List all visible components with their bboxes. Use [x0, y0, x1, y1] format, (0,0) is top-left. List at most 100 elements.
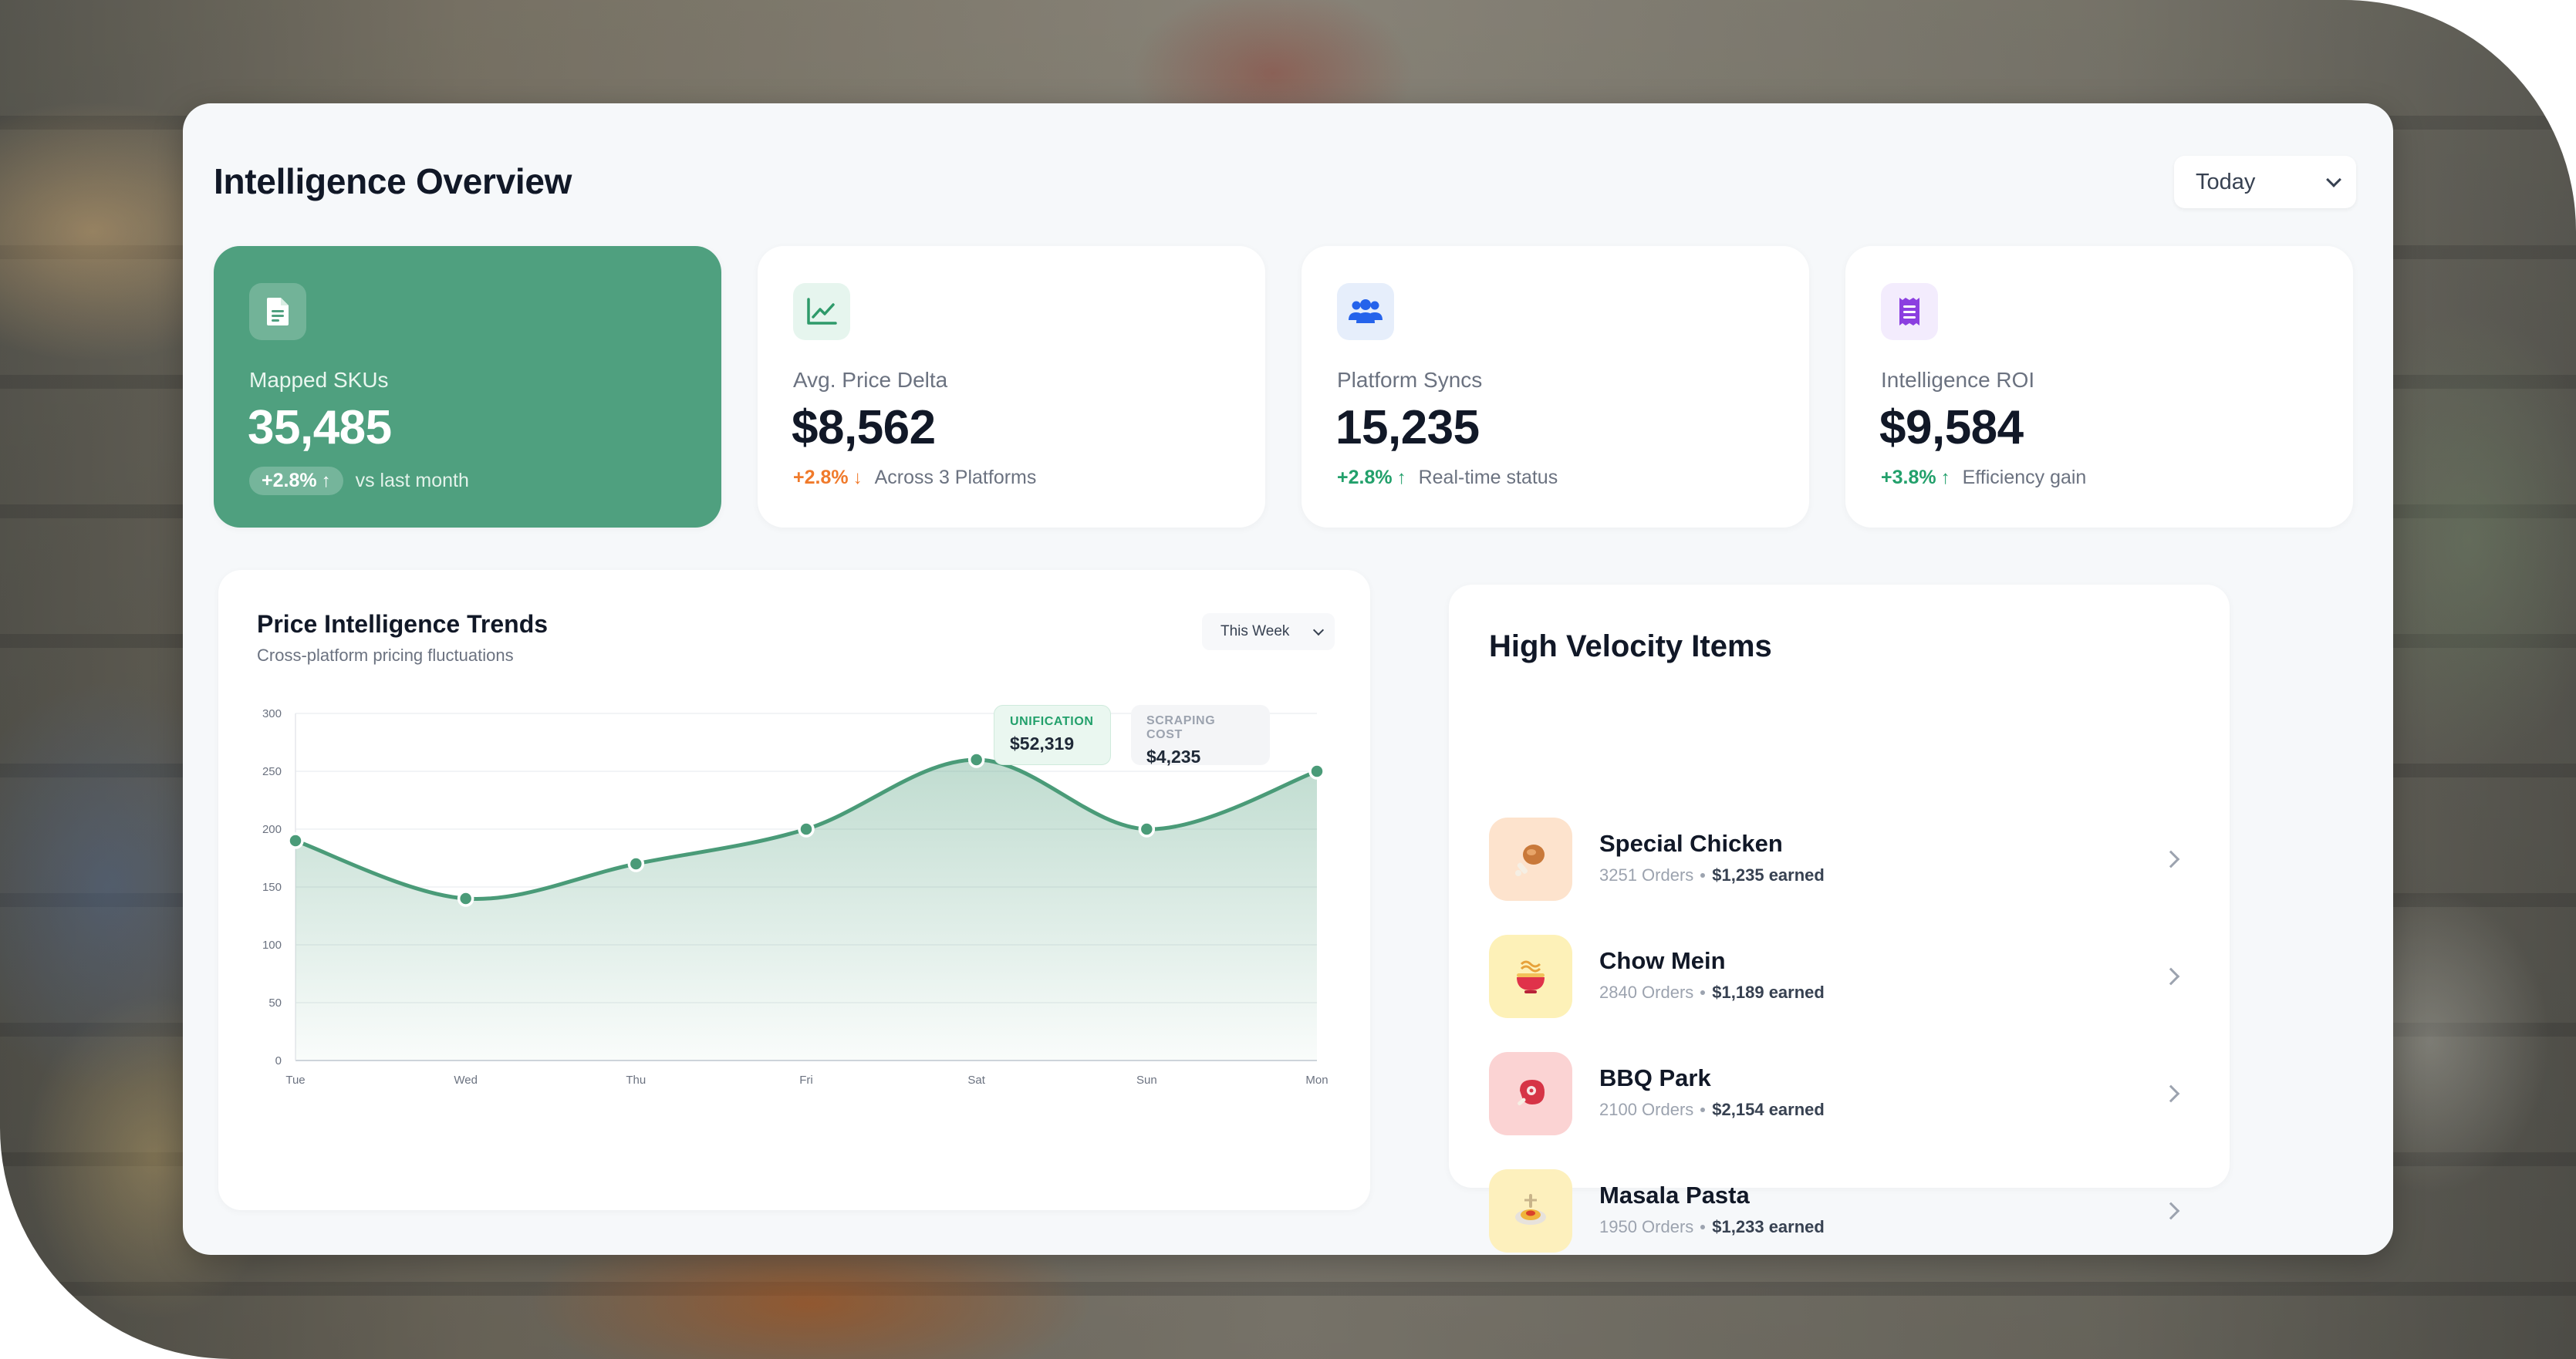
- y-tick-label: 250: [262, 765, 282, 778]
- tooltip-scraping-cost: SCRAPING COST $4,235: [1131, 705, 1270, 767]
- stat-change-badge: +2.8% ↑: [1337, 467, 1406, 489]
- chevron-right-icon[interactable]: [2162, 967, 2180, 986]
- item-name: BBQ Park: [1599, 1064, 1711, 1091]
- stat-value: 15,235: [1335, 401, 1480, 454]
- noodle-bowl-icon: [1489, 935, 1572, 1018]
- period-select-value: Today: [2196, 169, 2256, 194]
- item-orders: 1950 Orders: [1599, 1217, 1694, 1236]
- data-point: [1308, 763, 1325, 780]
- item-name: Special Chicken: [1599, 830, 1783, 857]
- users-icon: [1337, 283, 1394, 340]
- tooltip-label: UNIFICATION: [1010, 715, 1094, 728]
- stat-change-badge: +2.8% ↓: [793, 467, 863, 489]
- stat-value: 35,485: [248, 401, 392, 454]
- item-orders: 3251 Orders: [1599, 865, 1694, 885]
- item-orders: 2840 Orders: [1599, 983, 1694, 1002]
- chevron-down-icon: [2326, 172, 2341, 187]
- chevron-right-icon[interactable]: [2162, 1202, 2180, 1220]
- chevron-right-icon[interactable]: [2162, 850, 2180, 868]
- stat-card-intelligence-roi[interactable]: Intelligence ROI $9,584 +3.8% ↑ Efficien…: [1845, 246, 2353, 528]
- y-tick-label: 0: [275, 1054, 282, 1067]
- high-velocity-card: High Velocity Items Special Chicken 3251…: [1449, 585, 2230, 1253]
- x-tick-label: Sun: [1136, 1074, 1157, 1087]
- y-tick-label: 300: [262, 707, 282, 720]
- item-earned: $1,189 earned: [1712, 983, 1825, 1002]
- data-point: [627, 855, 645, 872]
- arrow-down-icon: ↓: [852, 467, 863, 488]
- stat-label: Mapped SKUs: [249, 368, 389, 392]
- stat-note: Efficiency gain: [1962, 467, 2087, 488]
- x-tick-label: Tue: [285, 1074, 305, 1087]
- drumstick-icon: [1489, 818, 1572, 901]
- dashboard-panel: Intelligence Overview Today Mapped SKUs …: [183, 103, 2393, 1255]
- stat-change-badge: +2.8% ↑: [249, 467, 343, 495]
- y-tick-label: 150: [262, 881, 282, 894]
- stat-change-value: +3.8%: [1881, 467, 1936, 488]
- arrow-up-icon: ↑: [321, 470, 331, 491]
- stat-change-value: +2.8%: [1337, 467, 1393, 488]
- separator-dot: [1700, 990, 1706, 995]
- stat-note: Across 3 Platforms: [874, 467, 1037, 488]
- tooltip-value: $4,235: [1146, 747, 1201, 767]
- stat-note: vs last month: [355, 470, 469, 491]
- page-title: Intelligence Overview: [214, 161, 572, 201]
- x-tick-label: Mon: [1305, 1074, 1328, 1087]
- separator-dot: [1700, 1225, 1706, 1229]
- stat-value: $9,584: [1879, 401, 2024, 454]
- receipt-icon: [1881, 283, 1938, 340]
- price-trends-chart: 0 50 100 150 200 250 300 Tue Wed Thu Fri Sat Sun Mon: [262, 707, 1329, 1087]
- chart-period-select[interactable]: This Week: [1202, 613, 1335, 650]
- pasta-plate-icon: [1489, 1169, 1572, 1253]
- item-orders: 2100 Orders: [1599, 1100, 1694, 1119]
- item-earned: $1,233 earned: [1712, 1217, 1825, 1236]
- list-item-special-chicken[interactable]: Special Chicken 3251 Orders $1,235 earne…: [1489, 818, 2191, 902]
- y-tick-label: 50: [268, 996, 282, 1010]
- stat-change-value: +2.8%: [262, 470, 317, 491]
- data-point: [287, 832, 304, 849]
- stat-label: Platform Syncs: [1337, 368, 1483, 392]
- chart-period-value: This Week: [1220, 623, 1290, 639]
- item-earned: $2,154 earned: [1712, 1100, 1825, 1119]
- meat-icon: [1489, 1052, 1572, 1135]
- stat-change-badge: +3.8% ↑: [1881, 467, 1950, 489]
- separator-dot: [1700, 873, 1706, 878]
- item-name: Masala Pasta: [1599, 1182, 1750, 1209]
- chart-subtitle: Cross-platform pricing fluctuations: [257, 646, 514, 665]
- stat-label: Intelligence ROI: [1881, 368, 2035, 392]
- stat-note: Real-time status: [1418, 467, 1558, 488]
- section-title: High Velocity Items: [1489, 629, 1772, 663]
- y-tick-label: 100: [262, 939, 282, 952]
- series-area: [295, 760, 1317, 1061]
- stat-card-platform-syncs[interactable]: Platform Syncs 15,235 +2.8% ↑ Real-time …: [1302, 246, 1809, 528]
- separator-dot: [1700, 1108, 1706, 1112]
- chevron-right-icon[interactable]: [2162, 1084, 2180, 1103]
- stat-label: Avg. Price Delta: [793, 368, 948, 392]
- stat-change-value: +2.8%: [793, 467, 849, 488]
- tooltip-label: SCRAPING COST: [1146, 714, 1216, 741]
- stat-card-mapped-skus[interactable]: Mapped SKUs 35,485 +2.8% ↑ vs last month: [214, 246, 721, 528]
- list-item-masala-pasta[interactable]: Masala Pasta 1950 Orders $1,233 earned: [1489, 1169, 2191, 1254]
- data-point: [457, 890, 474, 907]
- document-icon: [249, 283, 306, 340]
- item-earned: $1,235 earned: [1712, 865, 1825, 885]
- price-trends-card: Price Intelligence Trends Cross-platform…: [218, 570, 1370, 1210]
- data-point: [967, 751, 985, 768]
- y-tick-label: 200: [262, 823, 282, 836]
- arrow-up-icon: ↑: [1940, 467, 1950, 488]
- period-select[interactable]: Today: [2174, 156, 2356, 208]
- tooltip-value: $52,319: [1010, 733, 1075, 754]
- arrow-up-icon: ↑: [1396, 467, 1406, 488]
- stat-card-avg-price-delta[interactable]: Avg. Price Delta $8,562 +2.8% ↓ Across 3…: [758, 246, 1265, 528]
- list-item-chow-mein[interactable]: Chow Mein 2840 Orders $1,189 earned: [1489, 935, 2191, 1020]
- line-chart-icon: [793, 283, 850, 340]
- x-tick-label: Sat: [967, 1074, 985, 1087]
- item-name: Chow Mein: [1599, 947, 1726, 974]
- data-point: [798, 821, 815, 838]
- stat-value: $8,562: [792, 401, 936, 454]
- tooltip-unification: UNIFICATION $52,319: [994, 705, 1111, 765]
- list-item-bbq-park[interactable]: BBQ Park 2100 Orders $2,154 earned: [1489, 1052, 2191, 1137]
- data-point: [1138, 821, 1156, 838]
- x-tick-label: Fri: [799, 1074, 813, 1087]
- chart-title: Price Intelligence Trends: [257, 610, 549, 638]
- x-tick-label: Thu: [626, 1074, 646, 1087]
